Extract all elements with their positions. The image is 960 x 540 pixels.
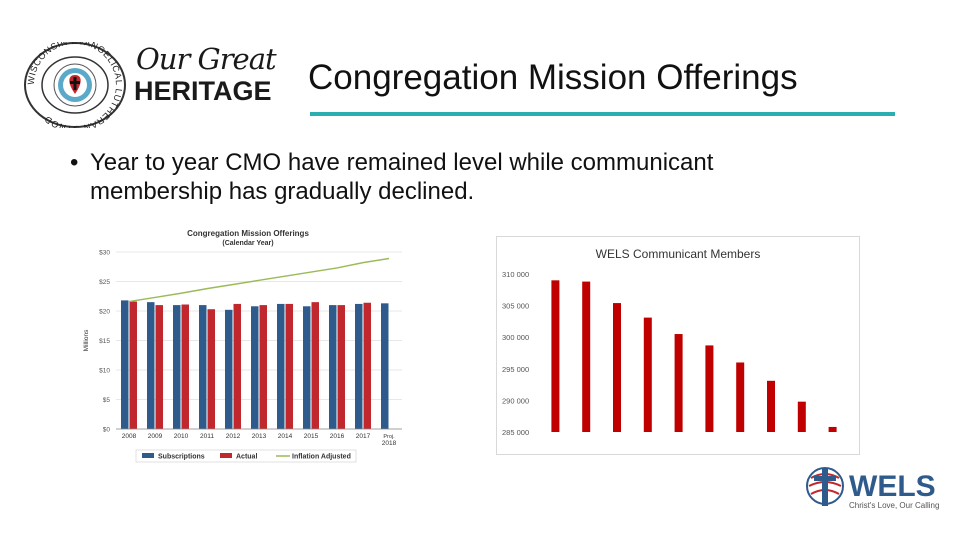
chart2-y-tick: 300 000 [502,333,529,342]
chart1-bar-actual [311,302,319,429]
chart1-bar-actual [155,305,163,429]
chart1-x-tick: 2014 [278,433,293,440]
chart1-x-tick: Proj. 2018 [382,434,397,447]
chart2-bar [828,426,837,432]
chart2-bar [767,380,775,432]
chart1-x-tick: 2010 [174,433,189,440]
chart1-x-tick: 2013 [252,433,267,440]
chart2-title: WELS Communicant Members [596,247,761,261]
chart1-bar-actual [259,305,267,429]
bullet-text: Year to year CMO have remained level whi… [90,149,714,205]
chart1-legend-label: Actual [236,454,257,461]
chart1-x-tick: 2015 [304,433,319,440]
chart1-bar-subscriptions [381,303,389,429]
chart2-y-tick: 305 000 [502,302,529,311]
chart1-bar-actual [233,303,241,429]
chart1-bar-actual [181,304,189,429]
chart2-bar [674,334,683,432]
chart2-bar [736,362,745,432]
chart1-bar-actual [363,302,371,429]
chart1-y-label: Millions [83,329,90,351]
chart1-bar-subscriptions [199,305,207,429]
chart2-y-tick: 285 000 [502,428,529,437]
chart1-y-tick: $15 [99,338,110,345]
our-great-heritage-logo: Our Great HERITAGE [132,40,282,106]
chart1-legend-label: Subscriptions [158,454,205,461]
chart2-y-tick: 290 000 [502,396,529,405]
chart2-bar [582,281,591,432]
chart1-y-tick: $25 [99,279,110,286]
chart2-bar [797,401,806,432]
chart1-x-tick: 2009 [148,433,163,440]
chart1-y-tick: $20 [99,309,110,316]
wels-logo: WELS Christ's Love, Our Calling [805,464,945,512]
chart1-bar-actual [129,301,137,429]
chart1-bar-subscriptions [173,305,181,429]
chart2-bar [613,303,621,432]
chart2-bar [705,345,714,432]
chart1-legend-box [135,449,357,463]
chart1-bar-actual [207,309,215,429]
chart1-y-tick: $0 [103,427,111,434]
chart1-bar-subscriptions [355,303,363,429]
title-underline [310,112,895,116]
chart2-y-tick: 295 000 [502,365,529,374]
wels-cross-globe-icon [806,467,844,506]
chart1-y-tick: $10 [99,368,110,375]
chart1-bar-subscriptions [277,303,285,429]
page-title: Congregation Mission Offerings [308,58,798,97]
chart1-y-tick: $5 [103,397,111,404]
chart2-bar [551,280,560,432]
cmo-chart: Congregation Mission Offerings (Calendar … [80,222,410,467]
chart1-legend-label: Inflation Adjusted [292,454,351,461]
chart1-bar-actual [285,303,293,429]
brand-script-text: Our Great [136,42,277,76]
chart2-y-tick: 310 000 [502,270,529,279]
chart1-legend-swatch [142,453,154,458]
chart1-x-tick: 2012 [226,433,241,440]
luther-rose-icon [58,68,92,102]
communicant-members-chart: WELS Communicant Members 285 000 290 000 29… [496,236,860,455]
wels-tagline: Christ's Love, Our Calling [849,501,939,510]
wels-wordmark: WELS [849,470,936,503]
chart1-title: Congregation Mission Offerings [187,229,309,238]
chart1-bar-subscriptions [225,309,233,429]
chart1-bar-subscriptions [121,300,129,429]
chart1-bar-subscriptions [147,302,155,429]
chart1-subtitle: (Calendar Year) [222,240,273,247]
bullet-symbol: • [70,149,79,176]
chart1-legend-swatch [220,453,232,458]
chart1-bar-subscriptions [303,306,311,429]
chart1-line-inflation-adjusted [128,257,390,303]
chart1-x-tick: 2017 [356,433,371,440]
chart1-x-tick: 2008 [122,433,137,440]
chart1-y-tick: $30 [99,250,110,257]
chart1-bar-actual [337,305,345,429]
chart2-bar [643,317,652,432]
chart1-x-tick: 2011 [200,433,214,440]
chart1-bar-subscriptions [329,305,337,429]
chart1-x-tick: 2016 [330,433,345,440]
wels-seal-logo: WISCONSIN EVANGELICAL LUTHERAN SYNOD [22,36,128,134]
brand-bold-text: HERITAGE [134,76,272,106]
chart1-bar-subscriptions [251,306,259,429]
